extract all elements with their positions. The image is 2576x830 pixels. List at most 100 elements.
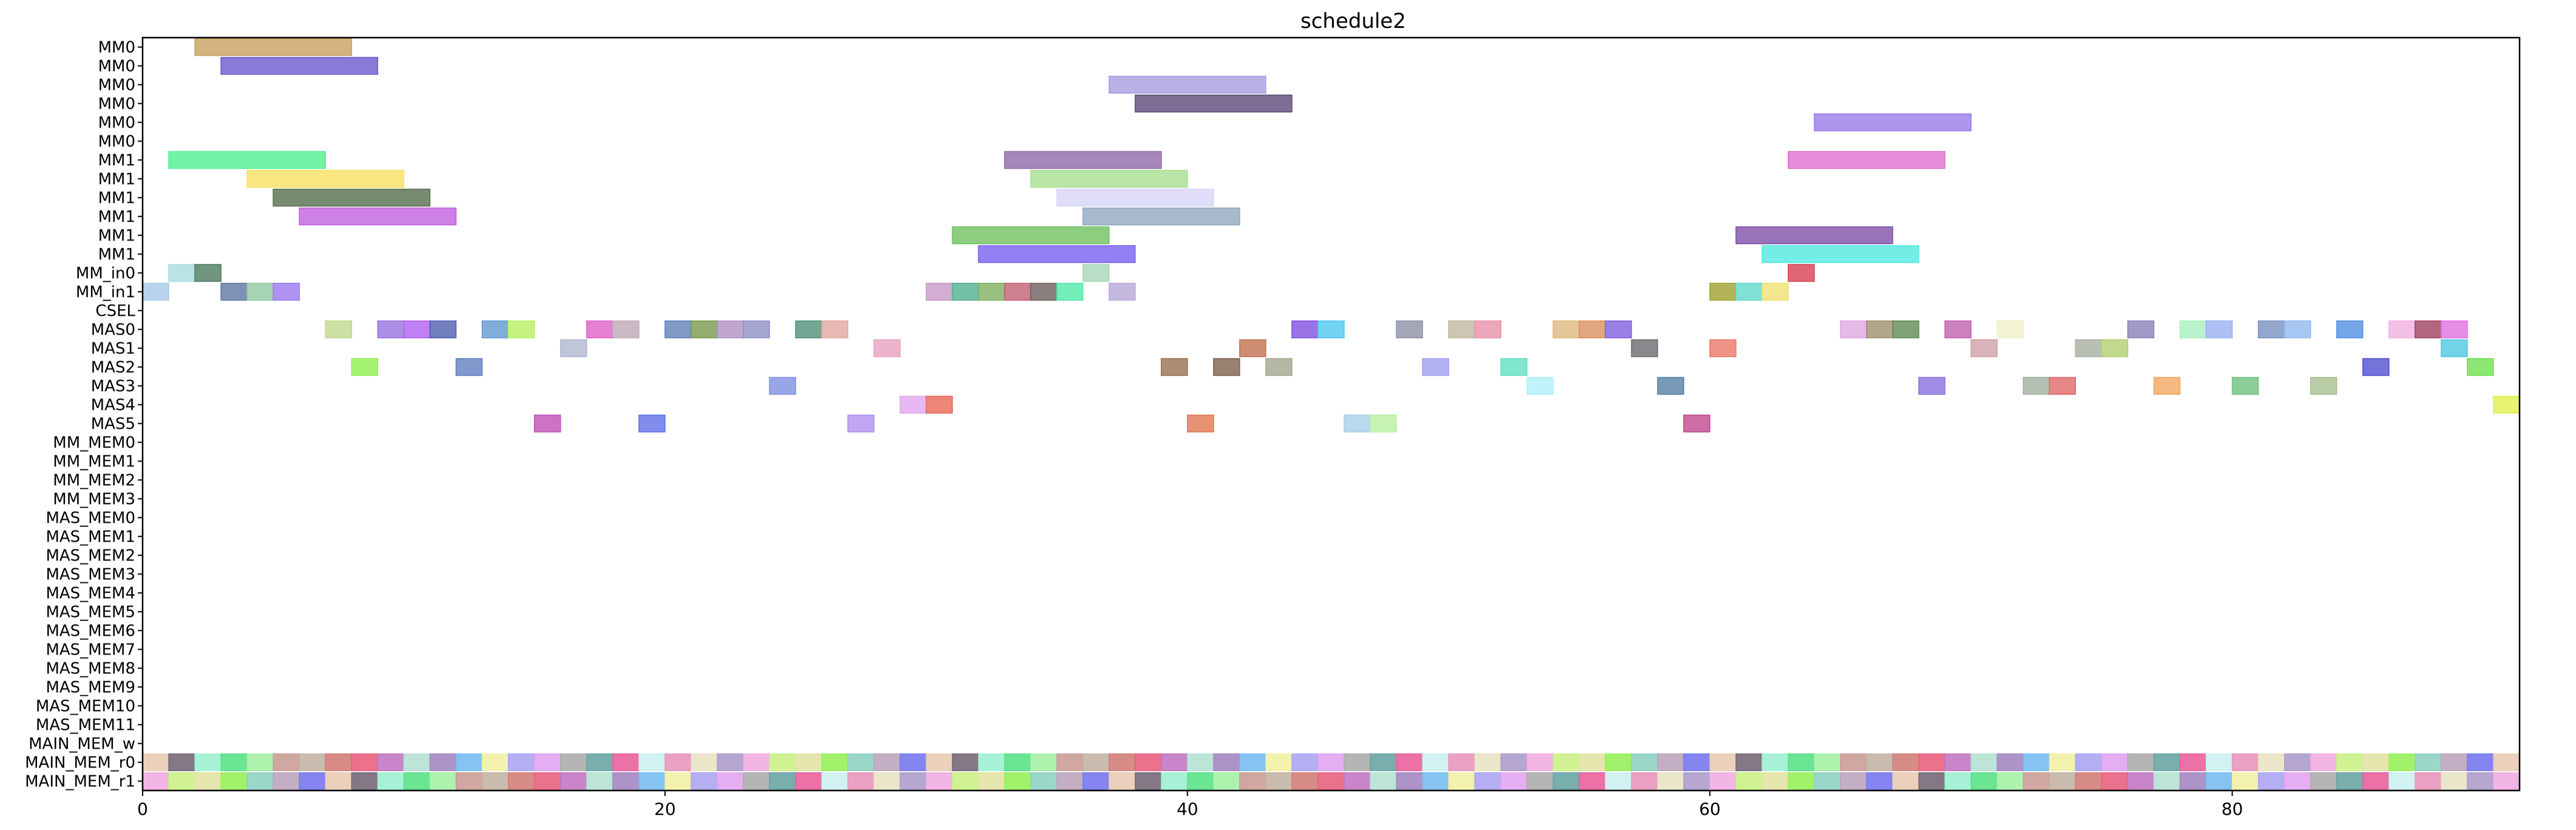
task-bar xyxy=(2415,321,2441,338)
memory-cell xyxy=(1188,773,1214,790)
memory-cell xyxy=(1605,773,1631,790)
memory-cell xyxy=(430,773,456,790)
task-bar xyxy=(143,284,169,301)
task-bar xyxy=(978,284,1004,301)
task-bar xyxy=(535,415,561,432)
y-tick-label: CSEL xyxy=(95,302,135,321)
y-tick-label: MAS_MEM5 xyxy=(46,604,135,622)
memory-cell xyxy=(1919,754,1945,771)
task-bar xyxy=(952,284,978,301)
memory-cell xyxy=(2154,754,2180,771)
memory-cell xyxy=(1318,754,1344,771)
memory-cell xyxy=(1422,754,1449,771)
task-bar xyxy=(299,208,456,225)
memory-cell xyxy=(1710,773,1736,790)
memory-cell xyxy=(1475,773,1501,790)
memory-cell xyxy=(1004,754,1030,771)
memory-cell xyxy=(1736,773,1762,790)
y-tick-label: MAS_MEM9 xyxy=(46,679,135,697)
task-bar xyxy=(1605,321,1631,338)
y-tick-label: MAS0 xyxy=(91,321,135,339)
memory-cell xyxy=(978,754,1004,771)
memory-cell xyxy=(691,754,717,771)
x-tick-label: 0 xyxy=(137,799,148,819)
memory-cell xyxy=(2467,754,2493,771)
memory-cell xyxy=(1632,754,1658,771)
task-bar xyxy=(769,378,796,395)
memory-cell xyxy=(1214,773,1240,790)
task-bar xyxy=(2311,378,2337,395)
task-bar xyxy=(848,415,874,432)
memory-cell xyxy=(2128,773,2154,790)
memory-cell xyxy=(1762,773,1788,790)
task-bar xyxy=(169,265,195,282)
memory-cell xyxy=(2259,773,2285,790)
memory-cell xyxy=(874,754,900,771)
task-bar xyxy=(2154,378,2180,395)
memory-cell xyxy=(2493,773,2520,790)
task-bar xyxy=(482,321,509,338)
y-tick-label: MAS1 xyxy=(91,340,135,358)
memory-cell xyxy=(2023,754,2049,771)
memory-cell xyxy=(665,773,691,790)
memory-cell xyxy=(587,754,613,771)
memory-cell xyxy=(769,773,796,790)
y-tick-label: MAS_MEM1 xyxy=(46,528,135,546)
y-tick-label: MAS3 xyxy=(91,378,135,396)
x-tick-label: 40 xyxy=(1177,799,1198,819)
memory-cell xyxy=(848,773,874,790)
memory-cell xyxy=(2233,754,2259,771)
task-bar xyxy=(169,152,325,169)
task-bar xyxy=(1658,378,1684,395)
task-bar xyxy=(1919,378,1945,395)
memory-cell xyxy=(351,754,377,771)
memory-cell xyxy=(1292,773,1318,790)
memory-cell xyxy=(351,773,377,790)
memory-cell xyxy=(482,773,509,790)
memory-cell xyxy=(2075,754,2101,771)
task-bar xyxy=(221,284,247,301)
memory-cell xyxy=(2101,754,2128,771)
memory-cell xyxy=(1867,754,1893,771)
memory-cell xyxy=(848,754,874,771)
memory-cell xyxy=(1684,773,1710,790)
memory-cell xyxy=(404,773,430,790)
memory-cell xyxy=(2337,773,2363,790)
memory-cell xyxy=(1893,754,1919,771)
memory-cell xyxy=(377,773,404,790)
memory-cell xyxy=(1396,773,1422,790)
memory-cell xyxy=(1370,754,1396,771)
memory-cell xyxy=(1710,754,1736,771)
memory-cell xyxy=(1083,773,1109,790)
task-bar xyxy=(1736,284,1762,301)
memory-cell xyxy=(1971,754,1997,771)
memory-cell xyxy=(1605,754,1631,771)
task-bar xyxy=(1422,359,1449,376)
task-bar xyxy=(221,58,377,75)
task-bar xyxy=(2101,340,2128,357)
y-tick-label: MAIN_MEM_w xyxy=(29,735,135,753)
memory-cell xyxy=(2337,754,2363,771)
memory-cell xyxy=(2075,773,2101,790)
memory-cell xyxy=(1057,773,1083,790)
task-bar xyxy=(273,189,430,206)
memory-cell xyxy=(1501,773,1527,790)
task-bar xyxy=(691,321,717,338)
memory-cell xyxy=(2441,754,2467,771)
y-tick-label: MAS_MEM6 xyxy=(46,622,135,641)
y-tick-label: MAIN_MEM_r1 xyxy=(25,773,135,791)
memory-cell xyxy=(195,773,221,790)
task-bar xyxy=(717,321,743,338)
memory-cell xyxy=(430,754,456,771)
memory-cell xyxy=(1240,773,1266,790)
task-bar xyxy=(1030,284,1056,301)
task-bar xyxy=(2049,378,2075,395)
memory-cell xyxy=(1736,754,1762,771)
memory-cell xyxy=(639,754,665,771)
task-bar xyxy=(404,321,430,338)
memory-cell xyxy=(1841,754,1867,771)
y-tick-label: MM0 xyxy=(98,95,135,114)
memory-cell xyxy=(273,773,299,790)
task-bar xyxy=(2285,321,2311,338)
